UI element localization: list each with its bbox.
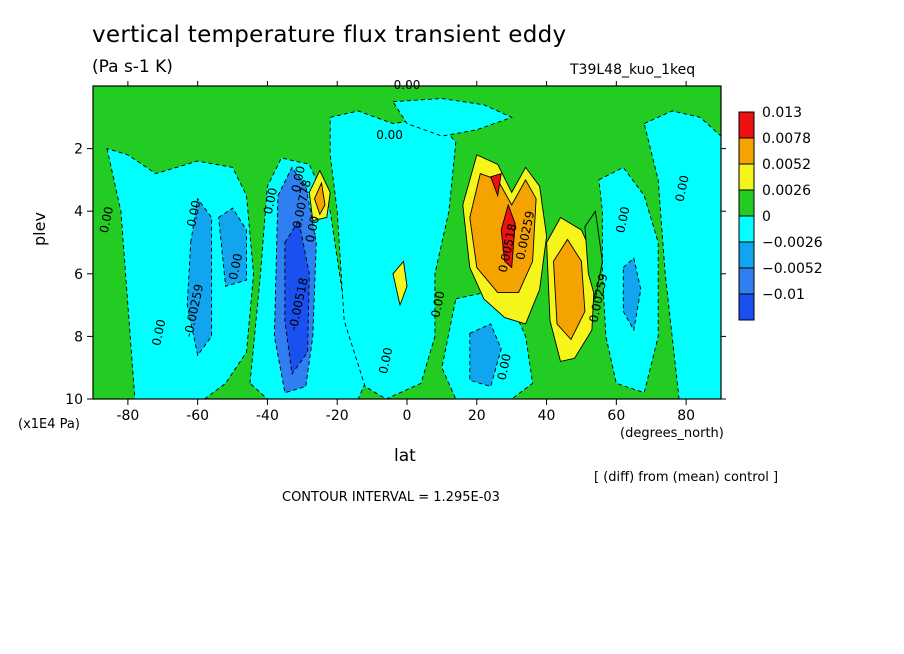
- cyan-region-sh-west: [106, 147, 254, 399]
- negative-core-nh-20: [469, 323, 502, 388]
- y-tick-label: 10: [65, 392, 83, 408]
- max-core-nh-25a: [490, 172, 502, 198]
- legend-label: 0.013: [762, 105, 802, 121]
- cyan-region-polar-nh: [643, 110, 721, 399]
- legend-label: 0.0052: [762, 157, 811, 173]
- x-tick-label: 40: [538, 408, 556, 424]
- x-tick-label: 20: [468, 408, 486, 424]
- x-axis: -80 -60 -40 -20 0 20 40 60 80: [116, 81, 695, 424]
- legend-swatch: [738, 215, 755, 243]
- contour-label: 0.00: [184, 199, 203, 228]
- x-axis-label: lat: [394, 446, 416, 466]
- contour-interval: CONTOUR INTERVAL = 1.295E-03: [282, 490, 500, 505]
- diff-note: [ (diff) from (mean) control ]: [594, 470, 779, 485]
- chart-title: vertical temperature flux transient eddy: [92, 22, 567, 48]
- chart-units: (Pa s-1 K): [92, 57, 173, 77]
- contour-label: 0.00: [376, 346, 395, 375]
- y-tick-label: 4: [74, 204, 83, 220]
- positive-core-sh-25-inner: [314, 181, 326, 216]
- legend-swatch: [738, 267, 755, 295]
- contour-label: 0.00: [261, 186, 280, 215]
- x-tick-label: 60: [607, 408, 625, 424]
- negative-core-nh-65: [622, 257, 642, 332]
- negative-core-sh-50: [218, 207, 247, 287]
- legend-label: −0.0052: [762, 261, 823, 277]
- legend-label: 0: [762, 209, 771, 225]
- x-axis-unit: (degrees_north): [620, 426, 724, 441]
- contour-label: 0.00: [149, 318, 168, 347]
- contour-label: 0.00: [289, 165, 308, 194]
- contour-label: 0.00: [495, 352, 514, 381]
- strongest-negative-core: [284, 219, 310, 376]
- legend-label: −0.01: [762, 287, 805, 303]
- legend-swatch: [738, 137, 755, 165]
- run-label: T39L48_kuo_1keq: [570, 62, 696, 78]
- x-tick-label: -60: [186, 408, 209, 424]
- contour-label: 0.00: [376, 128, 403, 142]
- legend-swatch: [738, 163, 755, 191]
- x-tick-label: 80: [677, 408, 695, 424]
- contour-label: 0.00: [673, 174, 692, 203]
- legend-swatch: [738, 241, 755, 269]
- x-tick-label: -20: [326, 408, 349, 424]
- contour-label: 0.00: [226, 252, 245, 281]
- contour-label: 0.00: [303, 215, 322, 244]
- y-tick-label: 6: [74, 267, 83, 283]
- legend-swatch: [738, 189, 755, 217]
- y-tick-label: 8: [74, 329, 83, 345]
- contour-label: 0.00: [97, 205, 116, 234]
- contour-label: 0.00: [428, 290, 447, 319]
- legend-label: 0.0078: [762, 131, 811, 147]
- max-core-nh-25b: [500, 203, 516, 269]
- legend-swatch: [738, 293, 755, 321]
- positive-ridge-nh-55: [584, 209, 603, 299]
- x-tick-label: -40: [256, 408, 279, 424]
- positive-core-nh-45: [553, 238, 586, 341]
- x-tick-label: -80: [116, 408, 139, 424]
- x-tick-label: 0: [403, 408, 412, 424]
- contour-label: 0.00: [613, 205, 632, 234]
- cyan-region-top: [392, 98, 513, 137]
- negative-core-sh-60: [186, 197, 213, 357]
- contour-label: 0.00: [394, 78, 421, 92]
- legend: 0.013 0.0078 0.0052 0.0026 0 −0.0026 −0.0052 −0…: [738, 105, 823, 321]
- y-tick-label: 2: [74, 142, 83, 158]
- positive-core-eq: [392, 260, 408, 307]
- filled-contours: [93, 86, 721, 399]
- legend-swatch: [738, 111, 755, 139]
- y-axis-unit: (x1E4 Pa): [18, 417, 80, 432]
- legend-label: 0.0026: [762, 183, 811, 199]
- legend-label: −0.0026: [762, 235, 823, 251]
- y-axis: 2 4 6 8 10: [65, 142, 726, 408]
